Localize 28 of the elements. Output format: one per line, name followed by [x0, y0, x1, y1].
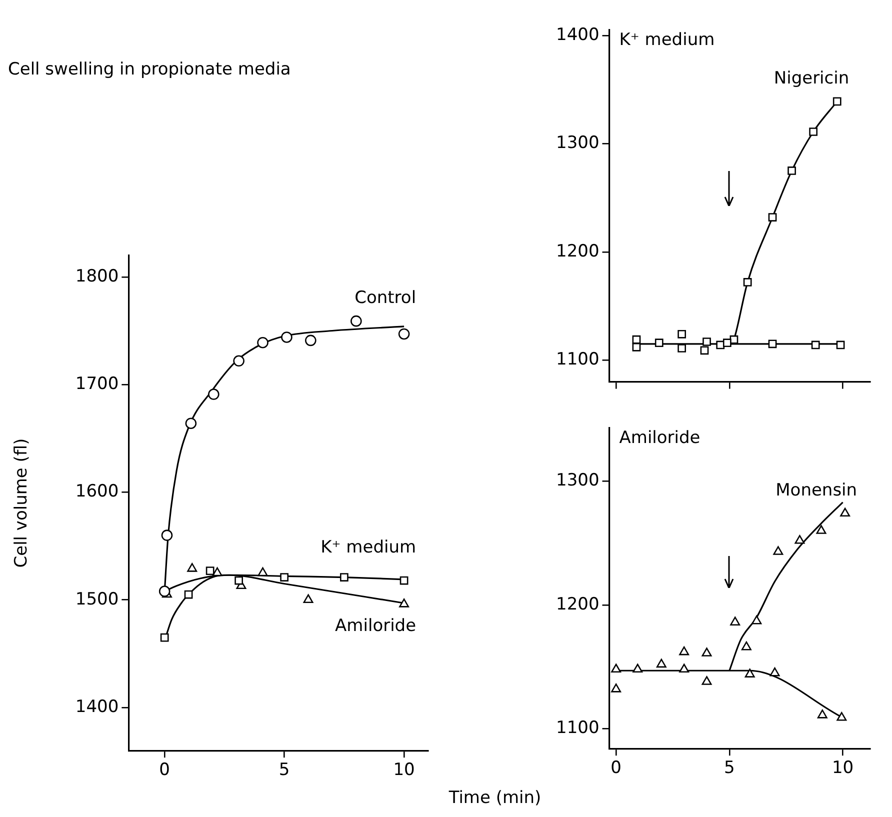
y-tick-label: 1300: [556, 470, 600, 491]
y-tick-label: 1500: [75, 589, 119, 610]
y-tick-label: 1400: [75, 696, 119, 717]
x-tick-label: 5: [724, 758, 735, 778]
series-label: Monensin: [776, 480, 858, 500]
x-tick-label: 10: [393, 760, 415, 780]
y-tick-label: 1400: [556, 24, 600, 45]
series-label: Amiloride: [335, 616, 416, 636]
y-tick-label: 1800: [75, 266, 119, 286]
y-tick-label: 1100: [556, 718, 600, 738]
x-tick-label: 0: [159, 760, 170, 780]
series-label: K⁺ medium: [320, 538, 416, 558]
annotation: Amiloride: [619, 428, 700, 448]
x-tick-label: 0: [610, 758, 622, 778]
series-label: Control: [354, 288, 416, 308]
x-axis-title: Time (min): [448, 788, 542, 808]
x-tick-label: 5: [278, 760, 290, 780]
y-tick-label: 1100: [556, 350, 600, 370]
y-tick-label: 1300: [556, 133, 600, 154]
chart-title: Cell swelling in propionate media: [8, 60, 291, 80]
y-tick-label: 1700: [75, 374, 119, 394]
series-label: Nigericin: [774, 68, 850, 88]
y-tick-label: 1200: [556, 241, 600, 262]
x-tick-label: 10: [832, 758, 854, 778]
annotation: K⁺ medium: [619, 30, 715, 50]
y-axis-title: Cell volume (fl): [12, 438, 32, 568]
y-tick-label: 1600: [75, 482, 119, 502]
y-tick-label: 1200: [556, 594, 600, 614]
